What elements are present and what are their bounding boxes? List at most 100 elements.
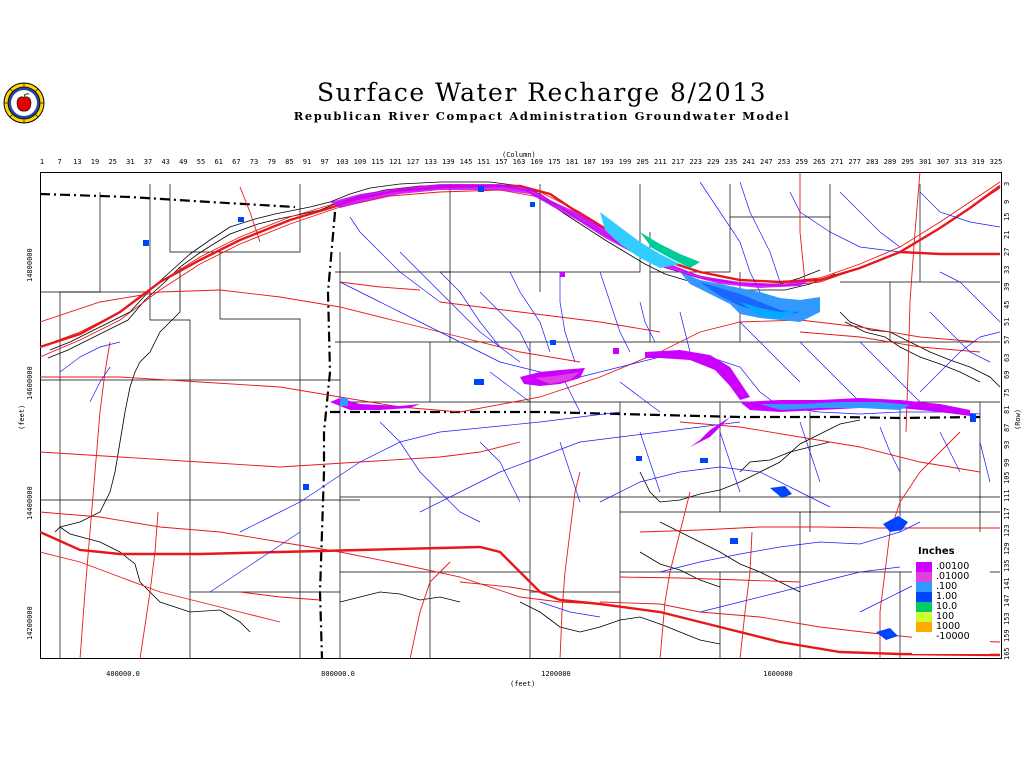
column-tick: 25 [108,158,117,166]
column-tick-labels: 1 7 13 19 25 31 37 43 49 55 61 67 73 79 85 91 97 103 109 11… [0,158,1024,170]
row-tick: 69 [1003,370,1011,380]
column-tick: 7 [57,158,62,166]
row-tick: 9 [1003,199,1011,204]
legend-swatch [916,632,932,642]
legend-label: 1000 [936,621,961,632]
column-tick: 277 [848,158,861,166]
column-tick: 31 [126,158,135,166]
row-tick: 123 [1003,524,1011,538]
column-tick: 325 [989,158,1003,166]
row-tick: 105 [1003,471,1011,485]
column-tick: 175 [548,158,561,166]
legend-swatch [916,612,932,622]
row-tick: 81 [1003,405,1011,415]
row-tick: 51 [1003,318,1011,327]
legend-swatch [916,592,932,602]
column-tick: 43 [161,158,170,166]
x-tick: 1200000 [541,670,571,678]
column-tick: 67 [232,158,241,166]
legend-label: 1.00 [936,591,958,602]
legend-item: .100 [916,581,988,592]
legend-label: .100 [936,581,958,592]
row-tick: 93 [1003,440,1011,450]
y-feet-axis-label: (feet) [18,404,26,430]
column-tick: 313 [954,158,967,166]
legend-swatch [916,602,932,612]
column-tick: 193 [601,158,614,166]
row-tick: 21 [1003,230,1011,239]
state-boundary [40,192,981,659]
x-feet-axis-label: (feet) [510,680,536,688]
legend-item: -10000 [916,631,988,642]
legend-item: 100 [916,611,988,622]
column-tick: 265 [813,158,826,166]
column-tick: 85 [285,158,294,166]
column-tick: 217 [671,158,685,166]
column-tick: 109 [353,158,367,166]
row-tick: 117 [1003,506,1011,520]
row-tick: 129 [1003,542,1011,555]
column-tick: 295 [901,158,914,166]
row-tick: 63 [1003,353,1011,362]
column-tick: 181 [565,158,579,166]
row-tick: 3 [1003,181,1011,186]
column-tick: 253 [777,158,791,166]
column-tick: 127 [406,158,420,166]
legend-label: -10000 [936,631,970,642]
column-tick: 55 [196,158,206,166]
row-tick: 75 [1003,388,1011,397]
column-tick: 187 [583,158,596,166]
column-tick: 289 [883,158,897,166]
row-tick: 33 [1003,265,1011,274]
legend-label: .00100 [936,561,970,572]
column-tick: 73 [249,158,259,166]
y-tick: 14400000 [26,486,34,520]
column-tick: 307 [936,158,950,166]
row-tick: 111 [1003,489,1011,502]
recharge-upper-valley [330,184,810,288]
row-axis-label: (Row) [1014,408,1022,430]
y-tick: 14600000 [26,366,34,400]
row-tick: 159 [1003,629,1011,643]
legend-swatch [916,572,932,582]
column-tick: 61 [214,158,223,166]
column-tick: 259 [795,158,808,166]
column-tick: 163 [512,158,526,166]
column-tick: 157 [495,158,508,166]
row-tick: 165 [1003,647,1011,660]
legend-label: 10.0 [936,601,958,612]
row-tick: 27 [1003,247,1011,257]
column-tick: 271 [830,158,844,166]
column-tick: 169 [530,158,543,166]
column-tick: 205 [636,158,649,166]
legend-item: 1.00 [916,591,988,602]
column-tick: 49 [179,158,188,166]
legend-label: 100 [936,611,955,622]
column-tick: 229 [707,158,720,166]
column-tick: 37 [143,158,153,166]
legend-swatch [916,562,932,572]
column-tick: 1 [39,158,45,166]
column-tick: 235 [724,158,738,166]
legend-item: .00100 [916,561,988,572]
recharge-cells [143,184,976,640]
y-tick: 14800000 [26,248,34,282]
column-tick: 121 [389,158,402,166]
row-tick: 141 [1003,577,1011,590]
column-tick: 319 [972,158,985,166]
column-tick: 91 [302,158,312,166]
column-tick: 103 [336,158,349,166]
row-tick: 87 [1003,423,1011,432]
x-tick: 1600000 [763,670,793,678]
row-tick: 39 [1003,282,1011,292]
legend-item: .01000 [916,571,988,582]
recharge-map [40,172,1002,659]
row-tick: 57 [1003,335,1011,344]
column-tick: 211 [654,158,667,166]
column-tick: 199 [618,158,632,166]
x-tick: 800000.0 [321,670,355,678]
row-tick: 45 [1003,300,1011,309]
row-tick: 99 [1003,458,1011,467]
row-tick: 135 [1003,559,1011,573]
column-tick: 223 [689,158,702,166]
